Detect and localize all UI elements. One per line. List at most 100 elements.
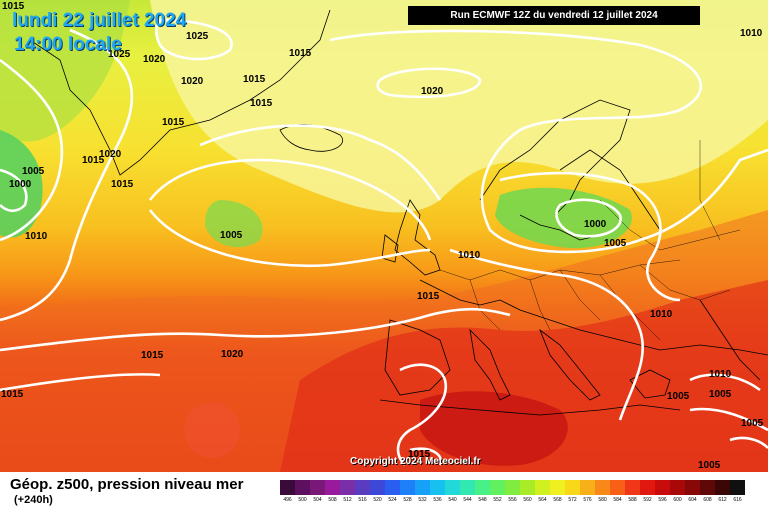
isobar-label: 1000 — [584, 219, 607, 230]
scale-tick-label: 520 — [373, 497, 382, 503]
isobar-label: 1005 — [709, 389, 732, 400]
isobar-label: 1015 — [408, 449, 431, 460]
isobar-label: 1005 — [698, 460, 721, 471]
isobar-label: 1000 — [9, 179, 32, 190]
map-canvas: 1015 1025 1025 1020 1015 1020 1015 1015 … — [0, 0, 768, 472]
isobar-label: 1005 — [667, 391, 690, 402]
low-zone-atlantic — [205, 200, 263, 248]
scale-tick-label: 564 — [538, 497, 547, 503]
scale-tick-label: 600 — [673, 497, 682, 503]
scale-swatch — [385, 480, 400, 495]
scale-tick-label: 528 — [403, 497, 412, 503]
scale-swatch — [670, 480, 685, 495]
scale-tick-label: 560 — [523, 497, 532, 503]
isobar-label: 1015 — [111, 179, 134, 190]
scale-swatch — [580, 480, 595, 495]
warm-core-atlantic — [184, 402, 240, 458]
scale-tick-label: 512 — [343, 497, 352, 503]
scale-swatch — [370, 480, 385, 495]
scale-swatch — [325, 480, 340, 495]
color-scale: 496 500 504 508 512 516 520 524 528 532 536 540 544 5… — [280, 480, 746, 504]
hot-zone-mediterranean — [280, 280, 768, 472]
scale-swatch — [685, 480, 700, 495]
scale-tick-label: 532 — [418, 497, 427, 503]
scale-swatch — [700, 480, 715, 495]
scale-tick-label: 568 — [553, 497, 562, 503]
model-run-info: Run ECMWF 12Z du vendredi 12 juillet 202… — [408, 6, 700, 25]
scale-tick-label: 576 — [583, 497, 592, 503]
low-zone-baltic — [495, 187, 632, 249]
scale-swatch — [610, 480, 625, 495]
scale-swatch — [535, 480, 550, 495]
isobar-label: 1020 — [421, 86, 444, 97]
scale-swatch — [550, 480, 565, 495]
scale-swatch — [280, 480, 295, 495]
country-borders — [439, 140, 741, 341]
high-geopotential-zone — [150, 0, 768, 213]
scale-tick-label: 616 — [733, 497, 742, 503]
scale-tick-label: 548 — [478, 497, 487, 503]
coastlines — [29, 9, 768, 416]
scale-swatch — [730, 480, 745, 495]
copyright-notice: Copyright 2024 Meteociel.fr — [350, 456, 481, 467]
isobar-label: 1015 — [2, 1, 25, 12]
scale-swatch — [625, 480, 640, 495]
scale-swatch — [715, 480, 730, 495]
isobar-label: 1015 — [141, 350, 164, 361]
isobar-label: 1015 — [82, 155, 105, 166]
forecast-lead-time: (+240h) — [14, 494, 53, 506]
scale-tick-label: 604 — [688, 497, 697, 503]
scale-swatch — [340, 480, 355, 495]
scale-tick-label: 516 — [358, 497, 367, 503]
isobar-label: 1015 — [243, 74, 266, 85]
scale-swatch — [640, 480, 655, 495]
scale-swatch — [400, 480, 415, 495]
scale-tick-label: 588 — [628, 497, 637, 503]
green-zone-greenland — [0, 0, 130, 142]
scale-tick-label: 552 — [493, 497, 502, 503]
scale-swatch — [310, 480, 325, 495]
scale-tick-label: 596 — [658, 497, 667, 503]
scale-tick-label: 536 — [433, 497, 442, 503]
scale-tick-label: 524 — [388, 497, 397, 503]
isobar-label: 1015 — [289, 48, 312, 59]
scale-tick-label: 500 — [298, 497, 307, 503]
scale-swatch — [460, 480, 475, 495]
scale-tick-label: 580 — [598, 497, 607, 503]
forecast-date: lundi 22 juillet 2024 — [12, 10, 187, 31]
hot-core-sahara — [420, 391, 568, 466]
isobar-label: 1015 — [250, 98, 273, 109]
scale-swatch — [295, 480, 310, 495]
isobar-label: 1020 — [143, 54, 166, 65]
forecast-time: 14:00 locale — [14, 34, 122, 55]
scale-tick-label: 572 — [568, 497, 577, 503]
isobar-label: 1025 — [108, 49, 131, 60]
scale-swatch — [565, 480, 580, 495]
scale-tick-label: 544 — [463, 497, 472, 503]
isobar-label: 1005 — [22, 166, 45, 177]
scale-tick-label: 556 — [508, 497, 517, 503]
isobar-label: 1010 — [458, 250, 481, 261]
scale-tick-label: 504 — [313, 497, 322, 503]
scale-tick-label: 612 — [718, 497, 727, 503]
scale-tick-label: 592 — [643, 497, 652, 503]
weather-map: 1015 1025 1025 1020 1015 1020 1015 1015 … — [0, 0, 768, 472]
isobar-label: 1010 — [25, 231, 48, 242]
scale-swatch — [430, 480, 445, 495]
scale-swatch — [505, 480, 520, 495]
isobar-label: 1015 — [162, 117, 185, 128]
scale-swatch — [415, 480, 430, 495]
isobar-label: 1020 — [221, 349, 244, 360]
scale-tick-label: 496 — [283, 497, 292, 503]
isobar-label: 1015 — [1, 389, 24, 400]
isobar-labels: 1015 1025 1025 1020 1015 1020 1015 1015 … — [1, 1, 764, 471]
scale-swatch — [655, 480, 670, 495]
isobar-label: 1010 — [650, 309, 673, 320]
scale-tick-label: 508 — [328, 497, 337, 503]
isobar-label: 1015 — [417, 291, 440, 302]
scale-swatch — [490, 480, 505, 495]
isobar-label: 1020 — [99, 149, 122, 160]
isobar-lines — [0, 18, 768, 466]
scale-tick-label: 540 — [448, 497, 457, 503]
isobar-label: 1005 — [220, 230, 243, 241]
